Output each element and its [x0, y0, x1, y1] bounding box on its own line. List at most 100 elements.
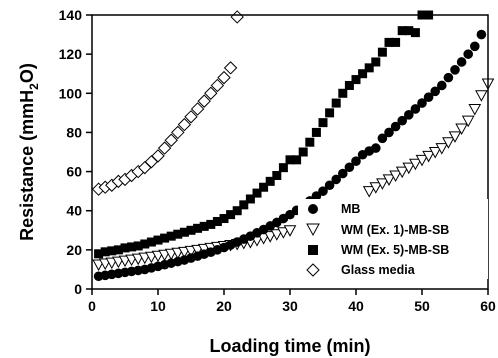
legend-entry-wm-ex1: WM (Ex. 1)-MB-SB [306, 223, 449, 237]
y-tick-label: 60 [66, 164, 82, 180]
point-wm-ex5 [259, 182, 269, 192]
point-mb [371, 143, 381, 153]
point-wm-ex5 [199, 221, 209, 231]
point-wm-ex1 [409, 158, 422, 171]
point-wm-ex1 [455, 123, 468, 136]
point-wm-ex1 [435, 143, 449, 155]
point-wm-ex1 [395, 166, 409, 179]
point-wm-ex5 [358, 69, 368, 79]
legend-label-glass-media: Glass media [341, 263, 416, 277]
point-wm-ex5 [278, 163, 288, 173]
x-tick-label: 10 [150, 298, 166, 314]
legend-label-mb: MB [341, 202, 360, 216]
point-wm-ex5 [133, 241, 143, 251]
point-wm-ex1 [448, 131, 462, 143]
point-wm-ex5 [173, 229, 183, 239]
point-wm-ex5 [245, 194, 255, 204]
point-wm-ex1 [369, 182, 383, 194]
point-wm-ex5 [179, 227, 189, 237]
point-mb [437, 80, 447, 91]
point-wm-ex5 [186, 225, 196, 235]
point-glass-media [217, 70, 231, 85]
point-wm-ex1 [389, 170, 402, 183]
x-tick-label: 20 [216, 298, 232, 314]
legend-marker-wm-ex1 [306, 223, 320, 237]
point-wm-ex5 [404, 26, 414, 36]
legend-background [298, 199, 488, 279]
point-glass-media [190, 102, 205, 116]
point-glass-media [151, 149, 165, 163]
y-axis-title-end: O) [17, 63, 37, 83]
y-tick-label: 40 [66, 203, 82, 219]
point-wm-ex5 [364, 63, 374, 73]
point-mb [324, 180, 335, 191]
plot-area [91, 10, 495, 282]
x-tick-label: 0 [88, 298, 96, 314]
point-mb [311, 191, 322, 201]
legend-marker-mb [308, 204, 318, 214]
point-wm-ex5 [397, 26, 407, 36]
point-wm-ex1 [402, 162, 416, 175]
point-glass-media [210, 78, 225, 93]
point-wm-ex1 [442, 137, 455, 149]
x-tick-label: 40 [348, 298, 364, 314]
point-wm-ex5 [325, 108, 335, 118]
point-mb [318, 186, 328, 196]
point-wm-ex5 [239, 200, 249, 210]
point-wm-ex5 [272, 170, 282, 180]
point-wm-ex5 [146, 237, 156, 247]
point-wm-ex5 [226, 210, 236, 220]
point-wm-ex5 [311, 127, 321, 137]
legend-marker-glass-media [306, 263, 320, 277]
y-tick-label: 140 [59, 7, 83, 23]
point-wm-ex5 [391, 37, 401, 47]
y-axis-title-subscript: 2 [27, 83, 41, 90]
point-wm-ex5 [371, 57, 381, 67]
point-mb [430, 86, 441, 97]
y-axis-title: Resistance (mmH2O) [17, 63, 41, 241]
y-axis-title-main: Resistance (mmH [17, 90, 37, 241]
point-wm-ex5 [94, 249, 104, 259]
legend-entry-wm-ex5: WM (Ex. 5)-MB-SB [308, 243, 449, 257]
point-wm-ex5 [338, 88, 348, 98]
point-wm-ex1 [382, 174, 396, 186]
point-wm-ex5 [344, 80, 354, 90]
point-mb [338, 168, 348, 179]
legend-label-wm-ex1: WM (Ex. 1)-MB-SB [341, 223, 449, 237]
point-wm-ex5 [107, 246, 117, 256]
point-glass-media [177, 117, 192, 132]
point-wm-ex5 [166, 231, 176, 241]
point-wm-ex5 [206, 219, 216, 229]
point-glass-media [184, 110, 198, 124]
x-tick-label: 60 [480, 298, 496, 314]
point-wm-ex5 [193, 223, 203, 233]
point-wm-ex5 [232, 206, 242, 216]
point-wm-ex5 [120, 243, 130, 253]
point-mb [476, 29, 487, 40]
point-wm-ex5 [140, 239, 150, 249]
point-glass-media [204, 86, 218, 100]
point-wm-ex5 [351, 75, 361, 85]
point-wm-ex5 [285, 155, 295, 165]
point-wm-ex5 [305, 137, 315, 147]
point-mb [423, 92, 434, 102]
legend-label-wm-ex5: WM (Ex. 5)-MB-SB [341, 243, 449, 257]
y-tick-label: 80 [66, 124, 82, 140]
y-tick-label: 0 [74, 281, 82, 297]
point-wm-ex1 [277, 227, 290, 239]
point-wm-ex5 [153, 235, 163, 245]
point-mb [397, 115, 408, 126]
x-tick-label: 50 [414, 298, 430, 314]
point-wm-ex5 [160, 233, 170, 243]
x-axis-title: Loading time (min) [210, 336, 371, 356]
point-wm-ex1 [428, 147, 442, 159]
y-tick-label: 120 [59, 46, 83, 62]
point-mb [410, 104, 421, 114]
point-glass-media [230, 10, 244, 24]
point-mb [384, 127, 394, 138]
y-tick-label: 100 [59, 85, 83, 101]
point-mb [377, 133, 388, 144]
point-wm-ex5 [127, 242, 137, 252]
point-mb [450, 65, 460, 75]
